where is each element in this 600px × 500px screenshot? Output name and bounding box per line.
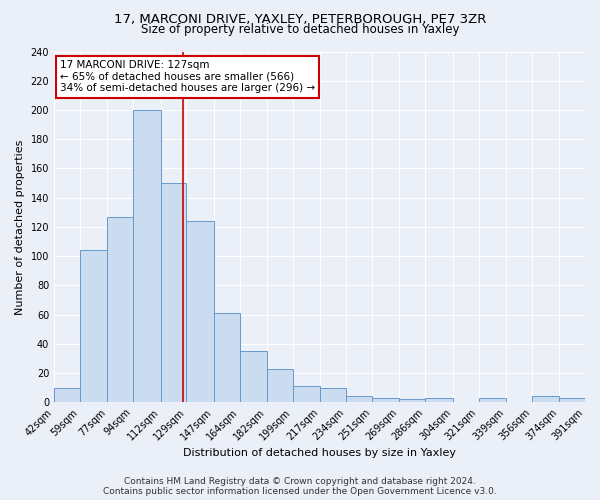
Bar xyxy=(239,351,267,402)
Bar xyxy=(532,396,559,402)
Bar xyxy=(161,183,187,402)
Bar xyxy=(372,398,400,402)
Bar xyxy=(54,388,80,402)
Bar xyxy=(293,386,320,402)
Bar xyxy=(187,221,214,402)
Bar xyxy=(267,368,293,402)
Text: Size of property relative to detached houses in Yaxley: Size of property relative to detached ho… xyxy=(141,22,459,36)
Bar xyxy=(133,110,161,402)
Bar xyxy=(346,396,372,402)
Text: Contains HM Land Registry data © Crown copyright and database right 2024.
Contai: Contains HM Land Registry data © Crown c… xyxy=(103,476,497,496)
Text: 17 MARCONI DRIVE: 127sqm
← 65% of detached houses are smaller (566)
34% of semi-: 17 MARCONI DRIVE: 127sqm ← 65% of detach… xyxy=(60,60,315,94)
Bar xyxy=(559,398,585,402)
Bar xyxy=(479,398,506,402)
Bar xyxy=(320,388,346,402)
Bar xyxy=(400,399,425,402)
Bar xyxy=(425,398,452,402)
Bar xyxy=(80,250,107,402)
Bar xyxy=(214,313,239,402)
X-axis label: Distribution of detached houses by size in Yaxley: Distribution of detached houses by size … xyxy=(183,448,456,458)
Y-axis label: Number of detached properties: Number of detached properties xyxy=(15,139,25,314)
Text: 17, MARCONI DRIVE, YAXLEY, PETERBOROUGH, PE7 3ZR: 17, MARCONI DRIVE, YAXLEY, PETERBOROUGH,… xyxy=(114,12,486,26)
Bar xyxy=(107,216,133,402)
